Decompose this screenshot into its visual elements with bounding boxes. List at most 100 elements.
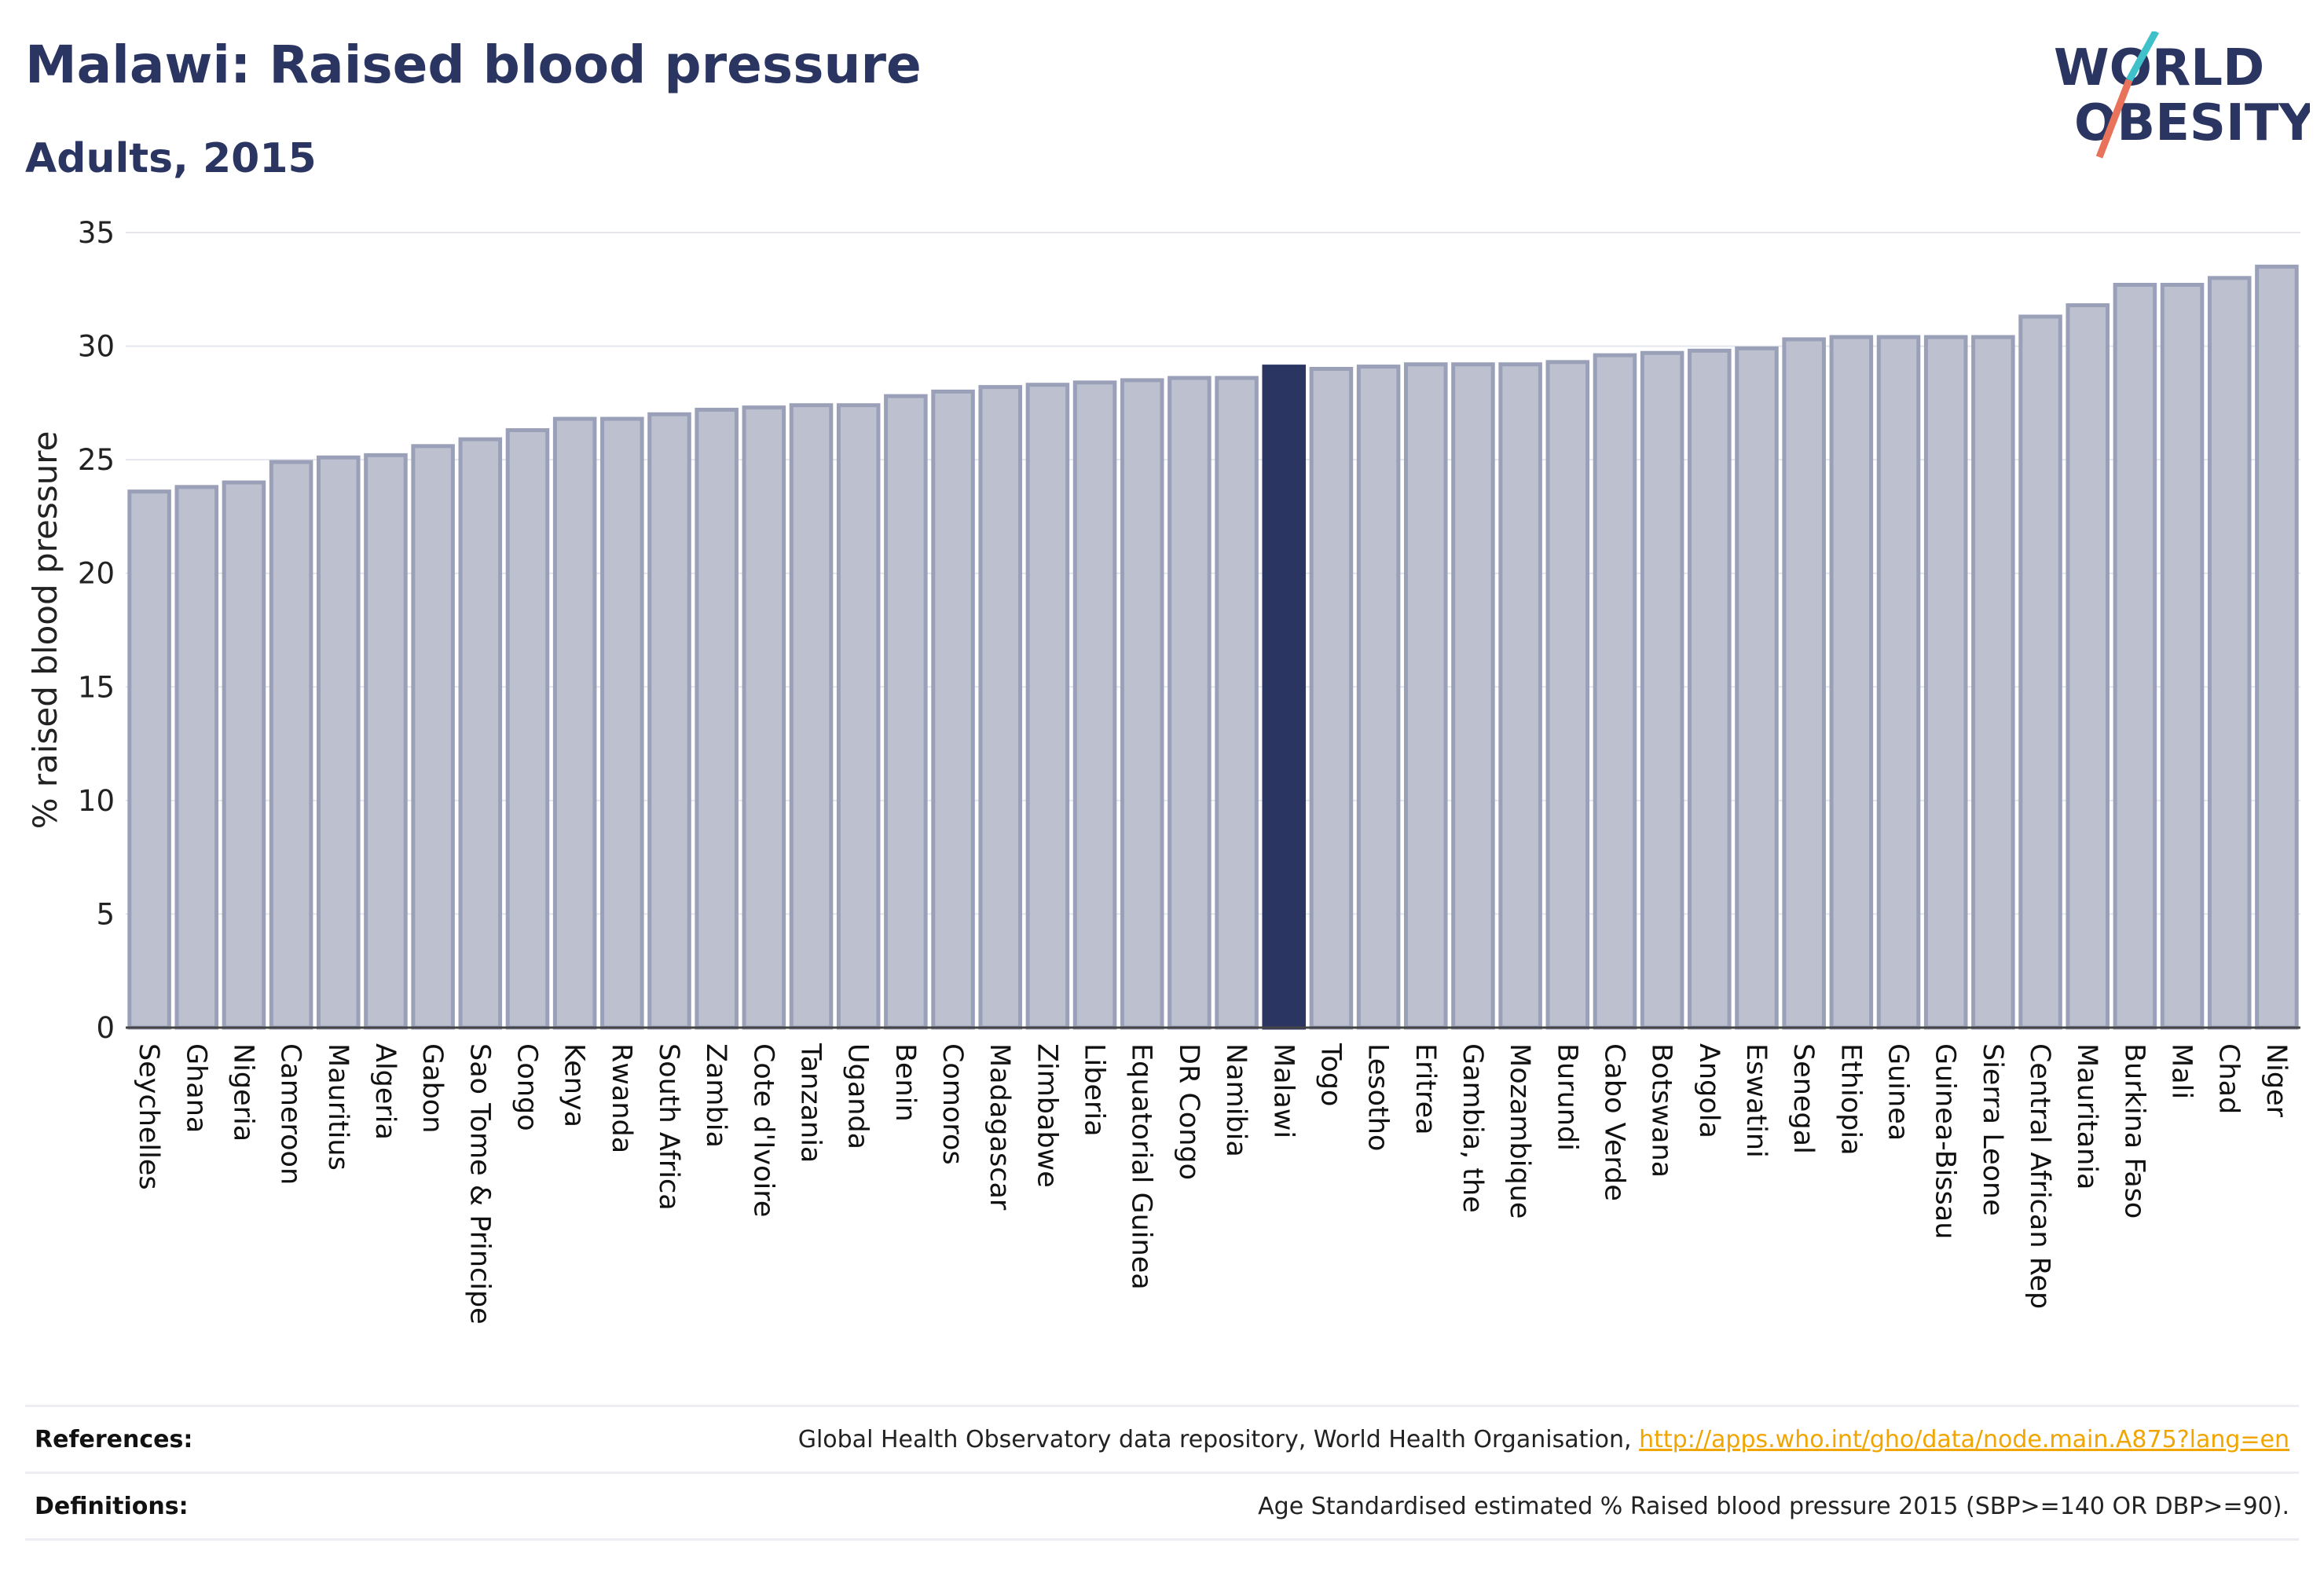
bar: [552, 416, 597, 1030]
bar: [1404, 362, 1448, 1030]
logo-line-world: WORLD: [2054, 39, 2264, 97]
y-tick-label: 20: [78, 557, 115, 591]
bar: [1829, 335, 1874, 1030]
references-label: References:: [35, 1425, 193, 1453]
references-row: References: Global Health Observatory da…: [25, 1405, 2299, 1472]
x-category-label: Cote d'Ivoire: [747, 1043, 779, 1217]
x-category-label: Kenya: [559, 1043, 590, 1127]
x-axis-category-labels: Seychelles Ghana Nigeria Cameroon Mauritius A…: [133, 1043, 2292, 1325]
bar: [1451, 362, 1495, 1030]
bar: [2255, 264, 2299, 1030]
bar: [1356, 365, 1401, 1030]
y-axis-title: % raised blood pressure: [26, 431, 64, 830]
x-category-label: Ghana: [180, 1043, 211, 1133]
x-category-label: Central African Rep: [2024, 1043, 2055, 1309]
x-category-label: Guinea-Bissau: [1930, 1043, 1961, 1239]
bar: [1072, 380, 1117, 1030]
bar: [600, 416, 644, 1030]
x-category-label: Cameroon: [275, 1043, 306, 1185]
bar: [317, 455, 361, 1030]
x-category-label: Rwanda: [606, 1043, 637, 1153]
bar: [1688, 348, 1732, 1030]
page-subtitle: Adults, 2015: [25, 135, 317, 182]
x-category-label: Cabo Verde: [1598, 1043, 1629, 1201]
y-tick-label: 0: [96, 1011, 115, 1045]
bar-highlighted: [1262, 365, 1307, 1030]
x-category-label: Eswatini: [1740, 1043, 1772, 1158]
x-category-label: Senegal: [1787, 1043, 1819, 1154]
bar: [2018, 314, 2062, 1030]
bar: [742, 405, 786, 1030]
x-category-label: Benin: [889, 1043, 921, 1122]
x-category-label: Mauritania: [2071, 1043, 2102, 1189]
bar: [174, 485, 219, 1030]
x-category-label: Angola: [1693, 1043, 1725, 1138]
bar: [1876, 335, 1921, 1030]
bar: [127, 489, 171, 1030]
references-value: Global Health Observatory data repositor…: [798, 1426, 2289, 1453]
bar: [1593, 353, 1637, 1030]
bar: [2113, 283, 2157, 1030]
bar: [695, 408, 739, 1030]
y-tick-label: 5: [96, 897, 115, 931]
references-link[interactable]: http://apps.who.int/gho/data/node.main.A…: [1639, 1425, 2289, 1453]
x-category-label: Lesotho: [1362, 1043, 1394, 1151]
bar: [2066, 303, 2110, 1030]
x-category-label: Tanzania: [795, 1043, 827, 1163]
definitions-row: Definitions: Age Standardised estimated …: [25, 1472, 2299, 1541]
logo-slash-coral: [2095, 79, 2133, 159]
bar-chart: 0 5 10 15 20 25 30 35 Seychelles Ghana Nigeria Cam…: [26, 216, 2300, 1325]
x-category-label: Equatorial Guinea: [1126, 1043, 1157, 1290]
bar: [364, 453, 408, 1030]
x-category-label: Uganda: [842, 1043, 874, 1149]
bar: [222, 480, 266, 1030]
x-category-label: South Africa: [653, 1043, 684, 1211]
x-category-label: Chad: [2213, 1043, 2245, 1114]
bar: [269, 460, 313, 1030]
bar: [978, 385, 1022, 1030]
x-category-label: Togo: [1314, 1043, 1346, 1106]
x-category-label: Gambia, the: [1457, 1043, 1488, 1213]
bar: [1923, 335, 1968, 1030]
bar: [1735, 346, 1779, 1030]
bar: [1215, 376, 1259, 1030]
x-category-label: Ethiopia: [1835, 1043, 1866, 1156]
page-title: Malawi: Raised blood pressure: [25, 35, 922, 95]
x-category-label: Zambia: [700, 1043, 731, 1148]
definitions-label: Definitions:: [35, 1492, 189, 1520]
y-tick-label: 15: [78, 670, 115, 704]
x-category-label: Eritrea: [1409, 1043, 1441, 1135]
x-category-label: Mozambique: [1504, 1043, 1535, 1219]
x-category-label: Comoros: [937, 1043, 968, 1165]
bar: [411, 444, 455, 1030]
bar: [647, 412, 691, 1030]
world-obesity-logo: WORLD OBESITY: [2054, 31, 2310, 159]
bar: [1025, 383, 1070, 1030]
x-category-label: Zimbabwe: [1031, 1043, 1062, 1188]
x-category-label: Guinea: [1882, 1043, 1914, 1141]
x-category-label: Seychelles: [133, 1043, 164, 1190]
bar: [789, 403, 834, 1030]
x-category-label: Mauritius: [322, 1043, 354, 1171]
x-category-label: Algeria: [369, 1043, 401, 1140]
bar: [1545, 360, 1590, 1030]
bar: [2207, 276, 2252, 1030]
y-tick-label: 10: [78, 784, 115, 818]
x-category-label: Malawi: [1267, 1043, 1299, 1138]
x-category-label: Nigeria: [227, 1043, 258, 1142]
x-category-label: Liberia: [1079, 1043, 1110, 1137]
bar: [458, 437, 503, 1030]
bar: [836, 403, 881, 1030]
bar: [1309, 366, 1354, 1030]
bar: [1640, 350, 1684, 1030]
bar: [884, 394, 928, 1030]
x-category-label: Gabon: [416, 1043, 448, 1133]
bar: [505, 428, 550, 1030]
bar: [1971, 335, 2015, 1030]
bar: [1120, 378, 1164, 1030]
definitions-text: Age Standardised estimated % Raised bloo…: [1258, 1492, 2289, 1520]
x-category-label: Sao Tome & Principe: [464, 1043, 495, 1325]
x-category-label: Sierra Leone: [1977, 1043, 2008, 1216]
y-tick-label: 35: [78, 216, 115, 250]
x-category-label: Burundi: [1551, 1043, 1582, 1151]
